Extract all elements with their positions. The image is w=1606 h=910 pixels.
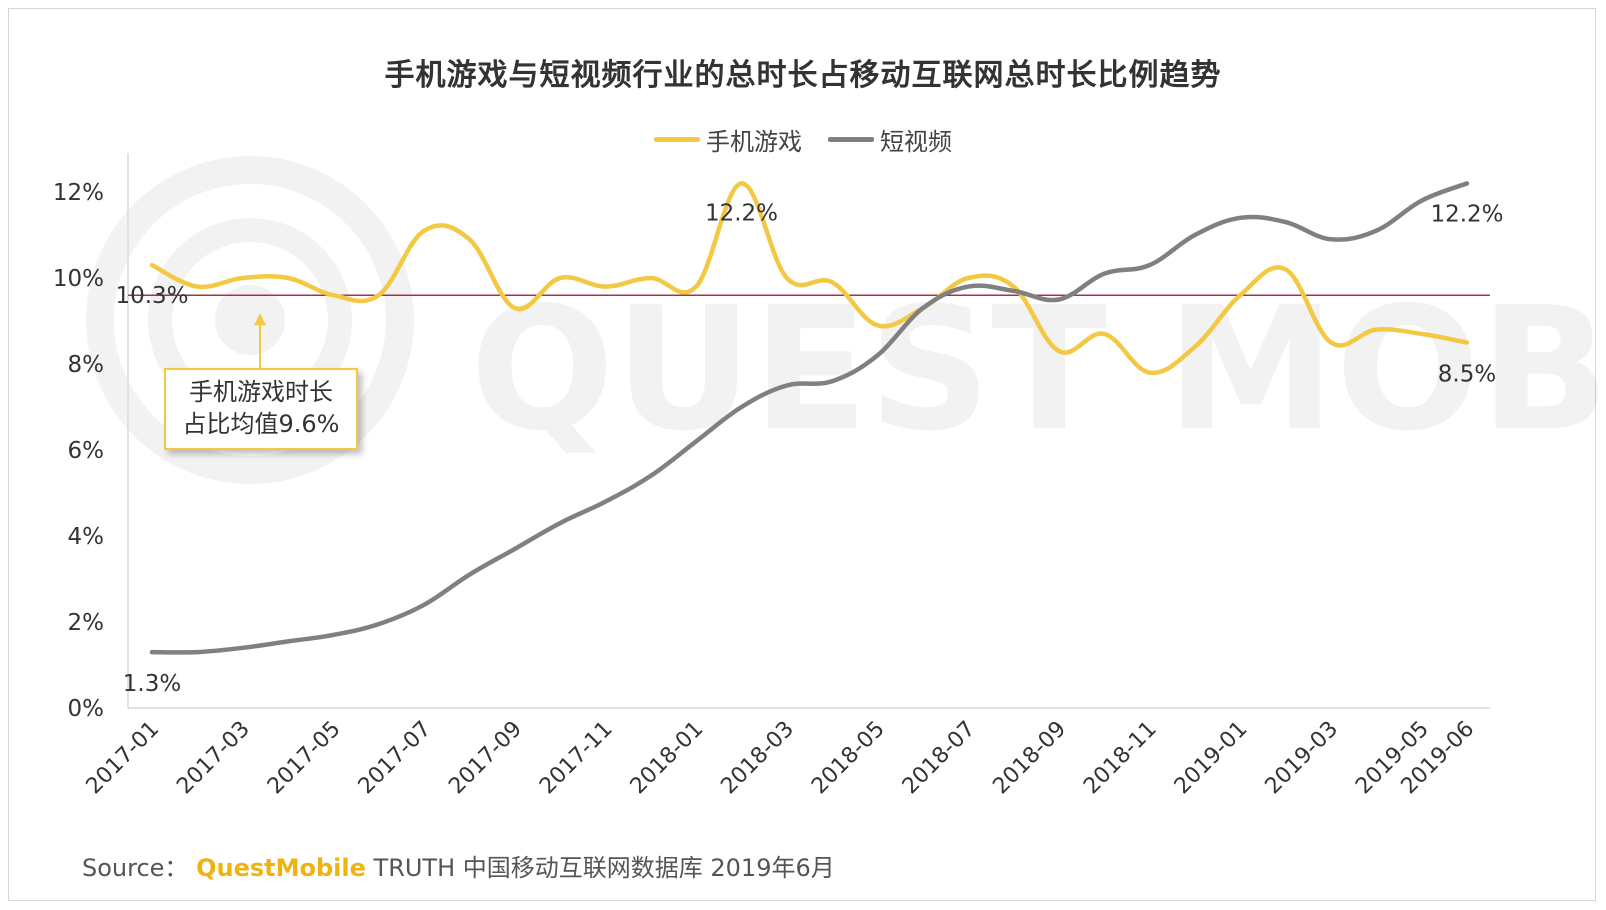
x-tick-label: 2017-03: [172, 717, 255, 800]
x-tick-label: 2017-09: [444, 717, 527, 800]
x-tick-label: 2018-03: [716, 717, 799, 800]
legend-item-game: 手机游戏: [654, 122, 802, 157]
watermark-text: QUEST MOBILE: [470, 271, 1606, 469]
y-tick-label: 4%: [68, 524, 105, 550]
annotation-line2: 占比均值9.6%: [182, 410, 340, 438]
average-annotation-box: 手机游戏时长 占比均值9.6%: [164, 368, 358, 450]
data-label: 12.2%: [1430, 201, 1503, 227]
data-label: 8.5%: [1438, 362, 1496, 388]
x-tick-label: 2018-07: [898, 717, 981, 800]
x-tick-label: 2019-01: [1170, 717, 1253, 800]
x-tick-label: 2017-01: [82, 717, 165, 800]
legend-swatch-shortvideo: [828, 137, 874, 142]
x-tick-label: 2017-07: [354, 717, 437, 800]
legend-item-shortvideo: 短视频: [828, 122, 952, 157]
legend-label-game: 手机游戏: [706, 128, 802, 156]
watermark-logo-dot: [215, 285, 285, 355]
y-tick-label: 8%: [68, 352, 105, 378]
legend-swatch-game: [654, 137, 700, 142]
x-tick-label: 2017-11: [535, 717, 618, 800]
data-label: 10.3%: [115, 283, 188, 309]
x-tick-label: 2018-05: [807, 717, 890, 800]
annotation-line1: 手机游戏时长: [189, 378, 333, 406]
x-tick-label: 2018-11: [1079, 717, 1162, 800]
data-label: 1.3%: [123, 671, 181, 697]
chart-frame: [8, 8, 1596, 901]
series-line-game: [149, 181, 1470, 375]
y-tick-label: 10%: [53, 266, 104, 292]
x-tick-label: 2018-01: [626, 717, 709, 800]
source-rest: TRUTH 中国移动互联网数据库 2019年6月: [373, 854, 835, 882]
y-tick-label: 12%: [53, 180, 104, 206]
y-tick-label: 6%: [68, 438, 105, 464]
legend: 手机游戏 短视频: [0, 122, 1606, 157]
series-line-shortvideo: [149, 181, 1470, 655]
x-tick-label: 2017-05: [263, 717, 346, 800]
x-tick-label: 2019-03: [1261, 717, 1344, 800]
annotation-arrow-head: [254, 313, 266, 326]
y-tick-label: 2%: [68, 610, 105, 636]
chart-title: 手机游戏与短视频行业的总时长占移动互联网总时长比例趋势: [384, 58, 1222, 93]
source-footer: Source： QuestMobile TRUTH 中国移动互联网数据库 201…: [82, 848, 835, 883]
source-prefix: Source：: [82, 854, 189, 882]
legend-label-shortvideo: 短视频: [880, 128, 952, 156]
watermark-logo-ring-outer: [86, 156, 414, 484]
data-label: 12.2%: [705, 200, 778, 226]
x-tick-label: 2018-09: [988, 717, 1071, 800]
y-tick-label: 0%: [68, 696, 105, 722]
source-brand: QuestMobile: [196, 854, 366, 882]
